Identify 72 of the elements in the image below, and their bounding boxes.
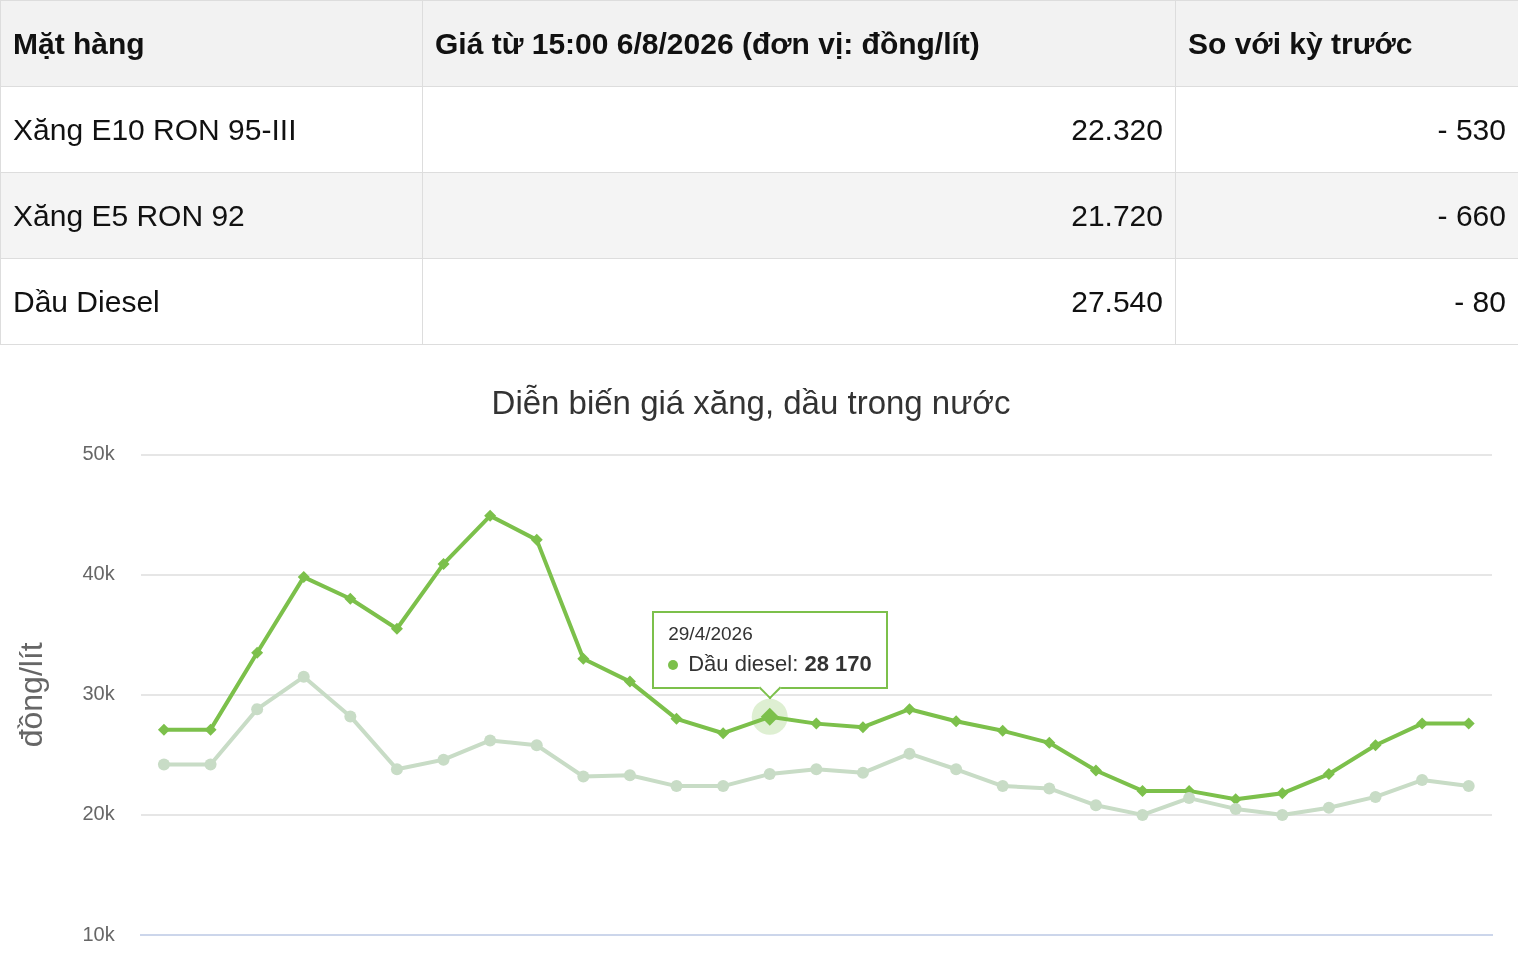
text: 27.540: [422, 258, 1176, 345]
text: Dầu Diesel: [0, 258, 423, 345]
point: [344, 592, 357, 605]
y-tick-label: 10k: [82, 922, 116, 945]
point: [390, 622, 403, 635]
chart-title: Diễn biến giá xăng, dầu trong nước: [491, 383, 1011, 421]
point: [577, 652, 590, 665]
point: [484, 734, 497, 747]
point: [903, 703, 916, 716]
point: [1322, 801, 1335, 814]
point: [670, 780, 683, 793]
point: [903, 747, 916, 760]
text: 22.320: [422, 86, 1176, 173]
point: [437, 753, 450, 766]
text: Xăng E10 RON 95-III: [0, 86, 423, 173]
point: [530, 739, 543, 752]
point: [1416, 774, 1429, 787]
point: [484, 509, 497, 522]
point: [996, 780, 1009, 793]
point: [623, 769, 636, 782]
point: [390, 763, 403, 776]
point: [1136, 808, 1149, 821]
point: [251, 646, 264, 659]
text: - 80: [1175, 258, 1518, 345]
point: [810, 717, 823, 730]
point: [1462, 780, 1475, 793]
point: [1369, 790, 1382, 803]
point: [1276, 808, 1289, 821]
point: [623, 675, 636, 688]
y-tick-label: 50k: [82, 442, 116, 465]
point: [810, 763, 823, 776]
point: [763, 768, 776, 781]
point: [437, 557, 450, 570]
point: [1043, 782, 1056, 795]
point: [856, 766, 869, 779]
text: Xăng E5 RON 92: [0, 172, 423, 259]
y-tick-label: 20k: [82, 802, 116, 825]
text: - 660: [1175, 172, 1518, 259]
y-axis-title: đồng/lít: [13, 642, 50, 748]
category-label: Giá từ 15:00 6/8/2026 (đơn vị: đồng/lít): [422, 0, 1176, 87]
point: [1089, 799, 1102, 812]
point: [204, 758, 217, 771]
point: [1276, 787, 1289, 800]
point: [251, 703, 264, 716]
point: [1322, 768, 1335, 781]
point: [577, 770, 590, 783]
y-tick-label: 30k: [82, 682, 116, 705]
point: [297, 571, 310, 584]
point: [344, 710, 357, 723]
point: [297, 670, 310, 683]
data-label: 28 170: [804, 650, 872, 676]
point: [157, 723, 170, 736]
category-label: So với kỳ trước: [1175, 0, 1518, 87]
point: [996, 724, 1009, 737]
point: [1369, 739, 1382, 752]
point: [670, 712, 683, 725]
point: [530, 533, 543, 546]
text: - 530: [1175, 86, 1518, 173]
point: [157, 758, 170, 771]
point: [950, 763, 963, 776]
y-tick-label: 40k: [82, 562, 116, 585]
annotation: 29/4/2026: [668, 622, 754, 645]
category-label: Mặt hàng: [0, 0, 423, 87]
point: [717, 780, 730, 793]
point: [1089, 764, 1102, 777]
point: [950, 715, 963, 728]
point: [1229, 802, 1242, 815]
point: [1043, 736, 1056, 749]
legend-label: Dầu diesel:: [688, 650, 800, 676]
text: 21.720: [422, 172, 1176, 259]
point: [717, 727, 730, 740]
point: [1183, 792, 1196, 805]
